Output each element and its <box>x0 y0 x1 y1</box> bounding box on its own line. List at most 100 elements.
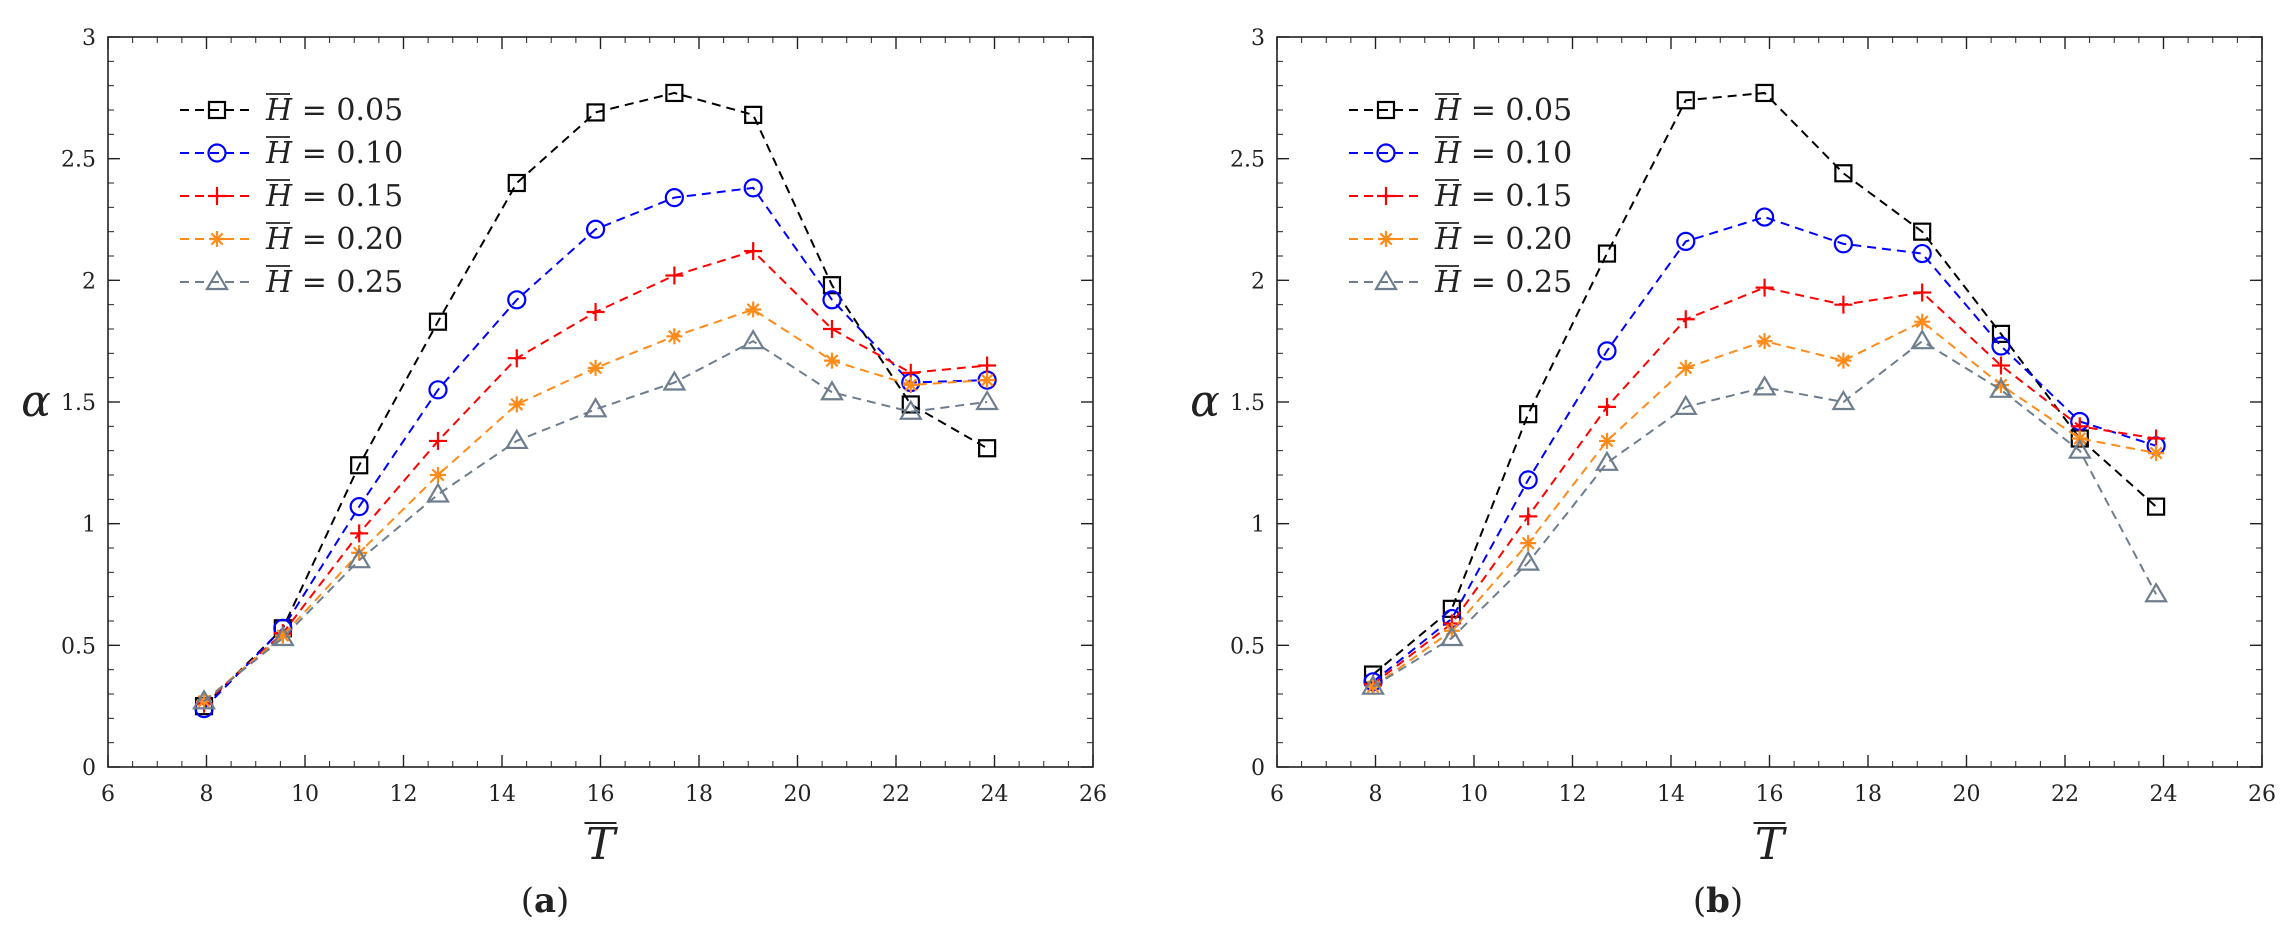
marker-square <box>507 173 526 193</box>
y-axis-label: α <box>21 376 51 427</box>
legend-item: H = 0.15 <box>1349 179 1572 214</box>
marker-triangle <box>583 397 608 418</box>
x-tick-label: 16 <box>1756 782 1784 807</box>
marker-asterisk <box>274 627 291 644</box>
series-line <box>1372 286 2157 686</box>
y-tick-label: 1.5 <box>1230 391 1265 416</box>
marker-square <box>1913 222 1932 241</box>
marker-asterisk <box>902 376 919 393</box>
series-line <box>1372 91 2157 676</box>
marker-asterisk <box>351 544 368 561</box>
marker-square <box>1376 100 1396 120</box>
y-tick-label: 2.5 <box>61 148 96 173</box>
marker-square <box>1991 324 2011 343</box>
marker-plus <box>428 431 447 450</box>
x-tick-label: 26 <box>2248 782 2276 807</box>
x-tick-label: 6 <box>101 782 115 807</box>
marker-square <box>978 439 997 458</box>
marker-triangle <box>426 482 450 503</box>
marker-plus <box>1519 507 1538 526</box>
x-tick-label: 22 <box>2051 782 2079 807</box>
series-line <box>1372 216 2157 683</box>
y-tick-label: 2 <box>1251 269 1265 294</box>
marker-circle <box>507 290 527 310</box>
legend-label: H = 0.15 <box>1434 179 1572 214</box>
y-tick-label: 3 <box>1251 26 1265 51</box>
marker-square <box>207 100 227 120</box>
marker-triangle <box>1516 550 1541 571</box>
marker-circle <box>822 290 842 310</box>
marker-asterisk <box>1835 352 1852 369</box>
x-tick-label: 14 <box>488 782 516 807</box>
legend-label: H = 0.05 <box>265 93 403 128</box>
x-tick-label: 20 <box>1953 782 1981 807</box>
chart-panel-a: 6 8 10 12 14 16 18 20 22 24 26 0 0.5 1 1.5 2 2.5 3 Tα H = 0… <box>21 26 1107 921</box>
x-tick-label: 26 <box>1079 782 1107 807</box>
series-plus <box>195 242 997 713</box>
legend-label: H = 0.20 <box>1434 222 1572 257</box>
x-tick-label: 18 <box>1854 782 1882 807</box>
x-tick-label: 12 <box>1559 782 1587 807</box>
marker-plus <box>1377 187 1395 205</box>
marker-plus <box>1834 295 1853 314</box>
legend-item: H = 0.10 <box>180 136 403 171</box>
legend: H = 0.05 H = 0.10 H = 0.15 H = 0.20 H = 0.25 <box>1349 93 1572 300</box>
marker-square <box>1676 91 1695 110</box>
marker-triangle <box>741 328 766 350</box>
legend-label: H = 0.10 <box>265 136 403 171</box>
series-line <box>203 340 988 703</box>
marker-triangle <box>192 689 216 710</box>
marker-asterisk <box>1378 231 1394 247</box>
marker-asterisk <box>429 467 446 483</box>
marker-asterisk <box>508 396 525 413</box>
series-line <box>1372 339 2157 688</box>
series-asterisk <box>196 301 996 710</box>
legend-label: H = 0.05 <box>1434 93 1572 128</box>
marker-square <box>665 83 684 103</box>
x-tick-label: 10 <box>1460 782 1488 807</box>
y-tick-label: 3 <box>82 26 96 51</box>
legend-item: H = 0.05 <box>180 93 403 128</box>
legend-label: H = 0.15 <box>265 179 403 214</box>
marker-asterisk <box>666 328 683 345</box>
panel-caption: (a) <box>521 881 570 921</box>
marker-circle <box>1912 243 1932 264</box>
marker-triangle <box>1374 269 1398 291</box>
x-tick-label: 24 <box>2150 782 2178 807</box>
marker-square <box>1519 405 1538 424</box>
marker-circle <box>1991 336 2011 356</box>
marker-triangle <box>1439 625 1464 647</box>
marker-circle <box>207 143 227 163</box>
x-tick-label: 24 <box>981 782 1009 807</box>
marker-square <box>2147 497 2166 516</box>
x-tick-label: 14 <box>1657 782 1685 807</box>
marker-plus <box>822 320 841 338</box>
marker-asterisk <box>1598 432 1615 449</box>
marker-triangle <box>1989 377 2013 398</box>
marker-circle <box>585 219 606 239</box>
y-tick-label: 2.5 <box>1230 148 1265 173</box>
marker-asterisk <box>823 352 840 369</box>
marker-plus <box>978 356 997 375</box>
marker-plus <box>665 266 684 285</box>
marker-circle <box>664 188 684 208</box>
marker-square <box>1755 83 1774 103</box>
marker-asterisk <box>1914 313 1931 330</box>
marker-square <box>428 312 448 331</box>
legend-item: H = 0.15 <box>180 179 403 214</box>
marker-asterisk <box>1443 622 1460 639</box>
marker-circle <box>1754 207 1775 227</box>
marker-asterisk <box>1677 359 1694 376</box>
marker-triangle <box>270 625 295 647</box>
series-circle <box>194 178 997 719</box>
marker-triangle <box>1752 375 1777 396</box>
legend-item: H = 0.05 <box>1349 93 1572 128</box>
marker-asterisk <box>1992 376 2009 393</box>
y-tick-label: 1.5 <box>61 391 96 416</box>
marker-plus <box>1991 356 2010 375</box>
x-axis-label: T <box>586 819 619 870</box>
y-tick-label: 0 <box>82 756 96 781</box>
marker-asterisk <box>1520 535 1537 552</box>
x-tick-label: 18 <box>685 782 713 807</box>
